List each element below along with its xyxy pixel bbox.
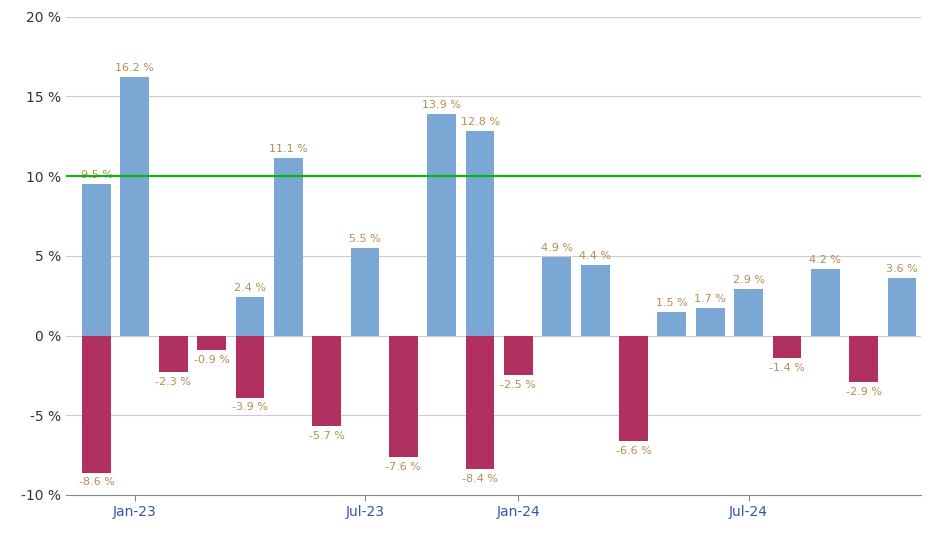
Text: 2.9 %: 2.9 % [732,275,764,285]
Bar [351,248,380,336]
Text: 9.5 %: 9.5 % [81,170,113,180]
Text: -8.4 %: -8.4 % [462,474,498,484]
Text: 2.4 %: 2.4 % [234,283,266,293]
Text: -8.6 %: -8.6 % [79,477,115,487]
Text: 4.2 %: 4.2 % [809,255,841,265]
Bar [773,336,801,358]
Bar [581,265,609,336]
Text: -3.9 %: -3.9 % [232,403,268,412]
Bar [236,336,264,398]
Bar [657,311,686,336]
Text: -1.4 %: -1.4 % [769,362,805,372]
Bar [696,309,725,336]
Text: 5.5 %: 5.5 % [349,234,381,244]
Bar [197,336,226,350]
Bar [82,184,111,336]
Text: 13.9 %: 13.9 % [422,100,462,110]
Bar [465,131,494,336]
Text: 1.5 %: 1.5 % [656,298,688,307]
Text: 4.9 %: 4.9 % [540,243,572,254]
Bar [428,114,456,336]
Text: -7.6 %: -7.6 % [385,461,421,471]
Text: 3.6 %: 3.6 % [886,264,917,274]
Bar [120,77,149,336]
Text: 16.2 %: 16.2 % [116,63,154,73]
Bar [274,158,303,336]
Bar [849,336,878,382]
Text: -6.6 %: -6.6 % [616,446,651,455]
Bar [82,336,111,472]
Bar [811,268,839,336]
Bar [465,336,494,470]
Text: -0.9 %: -0.9 % [194,355,229,365]
Text: 4.4 %: 4.4 % [579,251,611,261]
Text: -2.5 %: -2.5 % [500,380,537,390]
Text: -5.7 %: -5.7 % [308,431,345,441]
Bar [734,289,763,336]
Bar [504,336,533,375]
Bar [619,336,648,441]
Text: 12.8 %: 12.8 % [461,117,499,128]
Bar [542,257,572,336]
Bar [159,336,188,372]
Text: -2.9 %: -2.9 % [846,387,882,397]
Text: 1.7 %: 1.7 % [695,294,727,304]
Text: -2.3 %: -2.3 % [155,377,191,387]
Bar [236,297,264,336]
Text: 11.1 %: 11.1 % [269,145,307,155]
Bar [887,278,916,336]
Bar [389,336,417,456]
Bar [312,336,341,426]
